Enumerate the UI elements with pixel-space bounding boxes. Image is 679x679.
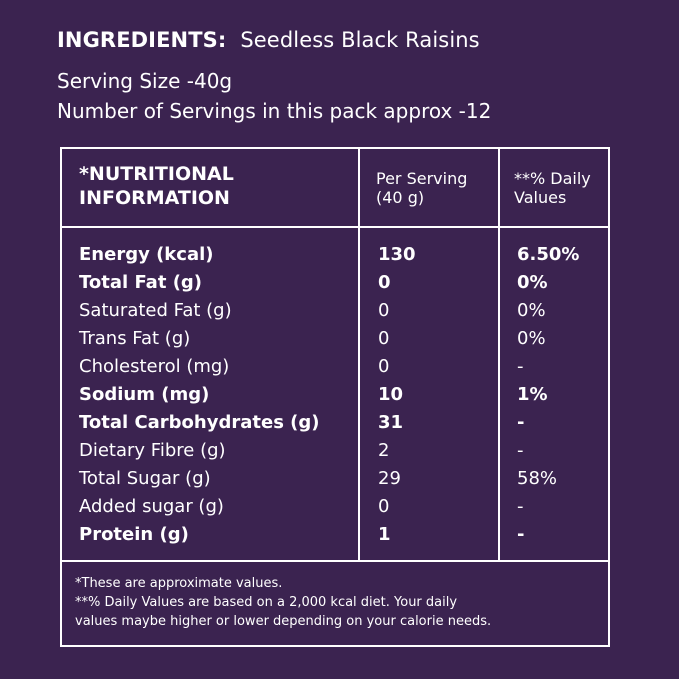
table-row: Total Sugar (g) 29 58% [62, 465, 608, 493]
table-row: Total Fat (g) 0 0% [62, 269, 608, 297]
footnote-daily-values-cont: values maybe higher or lower depending o… [75, 614, 492, 629]
per-serving-value: 0 [378, 300, 390, 321]
ingredients-line: INGREDIENTS: Seedless Black Raisins [57, 28, 480, 52]
table-row: Sodium (mg) 10 1% [62, 381, 608, 409]
daily-value: - [517, 412, 525, 433]
nutrient-name: Trans Fat (g) [79, 328, 191, 349]
daily-value: - [517, 440, 524, 461]
table-row: Dietary Fibre (g) 2 - [62, 437, 608, 465]
header-per-serving: Per Serving (40 g) [376, 169, 496, 207]
table-row: Saturated Fat (g) 0 0% [62, 297, 608, 325]
nutrient-name: Cholesterol (mg) [79, 356, 230, 377]
footnotes: *These are approximate values. **% Daily… [75, 574, 600, 631]
header-daily-values: **% Daily Values [514, 169, 604, 207]
header-nutritional-information: *NUTRITIONAL INFORMATION [79, 162, 339, 210]
header-per-serving-line2: (40 g) [376, 188, 425, 207]
nutrient-name: Energy (kcal) [79, 244, 214, 265]
table-row: Added sugar (g) 0 - [62, 493, 608, 521]
column-divider [498, 149, 500, 560]
nutrient-name: Saturated Fat (g) [79, 300, 232, 321]
nutrient-name: Total Sugar (g) [79, 468, 211, 489]
ingredients-value: Seedless Black Raisins [240, 28, 480, 52]
daily-value: 1% [517, 384, 548, 405]
daily-value: - [517, 524, 525, 545]
per-serving-value: 0 [378, 496, 390, 517]
per-serving-value: 29 [378, 468, 401, 489]
footnote-approximate: *These are approximate values. [75, 576, 283, 591]
daily-value: 0% [517, 328, 546, 349]
per-serving-value: 130 [378, 244, 416, 265]
header-divider [62, 226, 608, 228]
nutrient-name: Total Fat (g) [79, 272, 203, 293]
daily-value: - [517, 356, 524, 377]
header-nutritional-line1: *NUTRITIONAL [79, 163, 234, 185]
nutrient-name: Dietary Fibre (g) [79, 440, 226, 461]
table-row: Cholesterol (mg) 0 - [62, 353, 608, 381]
header-nutritional-line2: INFORMATION [79, 187, 230, 209]
ingredients-label: INGREDIENTS: [57, 28, 227, 52]
nutrition-table: *NUTRITIONAL INFORMATION Per Serving (40… [60, 147, 610, 647]
per-serving-value: 10 [378, 384, 404, 405]
servings-per-pack: Number of Servings in this pack approx -… [57, 99, 492, 123]
nutrient-name: Added sugar (g) [79, 496, 224, 517]
per-serving-value: 2 [378, 440, 390, 461]
serving-size: Serving Size -40g [57, 69, 233, 93]
nutrient-rows: Energy (kcal) 130 6.50% Total Fat (g) 0 … [62, 241, 608, 549]
header-per-serving-line1: Per Serving [376, 169, 468, 188]
per-serving-value: 0 [378, 356, 390, 377]
footnote-divider [62, 560, 608, 562]
footnote-daily-values: **% Daily Values are based on a 2,000 kc… [75, 595, 458, 610]
header-daily-line2: Values [514, 188, 567, 207]
daily-value: 0% [517, 300, 546, 321]
per-serving-value: 1 [378, 524, 391, 545]
per-serving-value: 31 [378, 412, 404, 433]
nutrient-name: Sodium (mg) [79, 384, 210, 405]
daily-value: 0% [517, 272, 548, 293]
header-daily-line1: **% Daily [514, 169, 591, 188]
table-row: Total Carbohydrates (g) 31 - [62, 409, 608, 437]
nutrient-name: Total Carbohydrates (g) [79, 412, 320, 433]
column-divider [358, 149, 360, 560]
table-row: Protein (g) 1 - [62, 521, 608, 549]
daily-value: - [517, 496, 524, 517]
daily-value: 58% [517, 468, 558, 489]
table-row: Trans Fat (g) 0 0% [62, 325, 608, 353]
per-serving-value: 0 [378, 328, 390, 349]
nutrient-name: Protein (g) [79, 524, 189, 545]
table-row: Energy (kcal) 130 6.50% [62, 241, 608, 269]
daily-value: 6.50% [517, 244, 580, 265]
per-serving-value: 0 [378, 272, 391, 293]
